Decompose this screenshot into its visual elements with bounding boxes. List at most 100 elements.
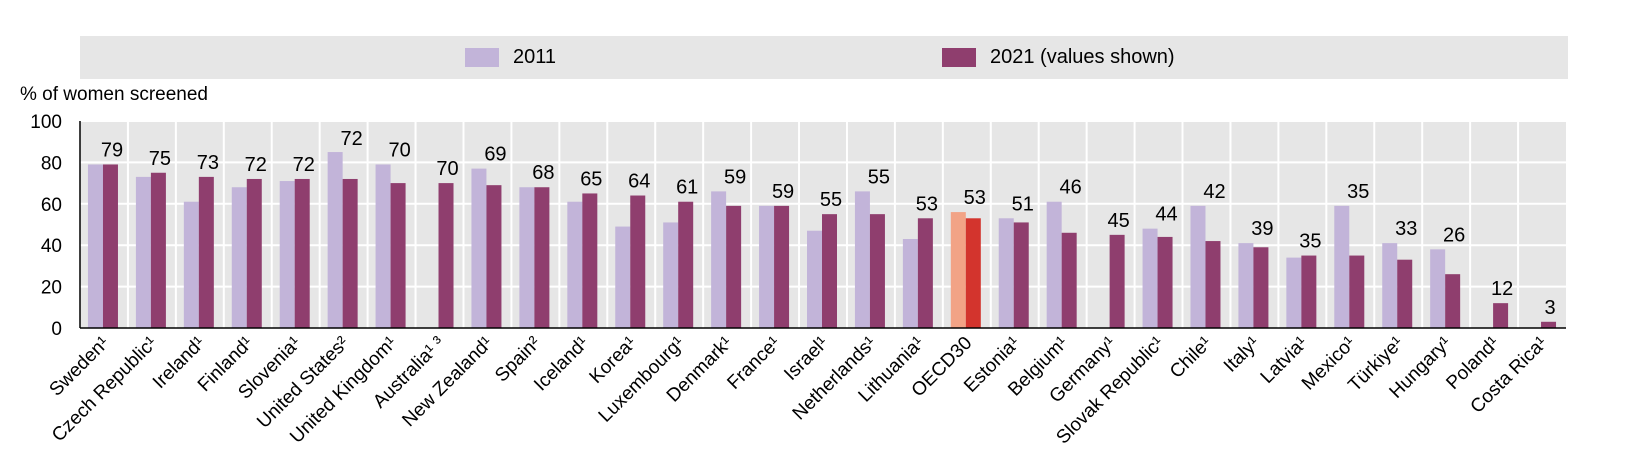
bar-2021 [917, 218, 933, 328]
bar-2011 [183, 201, 199, 328]
bar-2021 [582, 193, 598, 328]
legend: 2011 2021 (values shown) [80, 36, 1568, 79]
bar-2011 [998, 218, 1014, 328]
bar-2021 [822, 214, 837, 328]
data-label: 65 [580, 168, 602, 190]
bar-2021 [774, 205, 790, 328]
bar-2011 [1430, 249, 1446, 328]
bar-2011 [950, 212, 966, 328]
bar-2011 [1334, 205, 1350, 328]
bar-2021 [1013, 222, 1029, 328]
bar-2021 [726, 205, 742, 328]
data-label: 64 [628, 171, 650, 193]
legend-label-2011: 2011 [513, 46, 557, 68]
bar-2011 [471, 168, 487, 328]
data-label: 42 [1203, 181, 1225, 203]
bar-2011 [663, 222, 679, 328]
bar-2021 [965, 218, 981, 328]
bar-2021 [342, 178, 358, 328]
legend-swatch-2021 [942, 48, 976, 67]
bar-2021 [1541, 321, 1557, 328]
data-label: 33 [1395, 218, 1417, 240]
y-tick-label: 0 [51, 319, 62, 340]
data-label: 39 [1251, 218, 1273, 240]
legend-swatch-2011 [465, 48, 499, 67]
bar-2021 [1397, 259, 1413, 328]
bar-2011 [902, 238, 918, 328]
data-label: 72 [341, 128, 363, 150]
bar-2011 [1046, 201, 1062, 328]
data-label: 70 [436, 158, 458, 180]
bar-2021 [534, 187, 550, 328]
bar-2011 [519, 187, 535, 328]
bar-2021 [102, 164, 118, 328]
data-label: 59 [724, 166, 746, 188]
bar-2011 [87, 164, 103, 328]
bar-2021 [150, 172, 166, 328]
bar-2011 [375, 164, 391, 328]
y-tick-label: 100 [30, 112, 62, 133]
bar-2011 [1382, 243, 1398, 328]
data-label: 73 [197, 152, 219, 174]
bar-2021 [438, 183, 454, 328]
bar-2021 [1109, 234, 1125, 328]
bar-2011 [615, 226, 631, 328]
bar-2021 [198, 176, 214, 328]
bar-2011 [135, 176, 151, 328]
data-label: 69 [484, 144, 506, 166]
data-label: 55 [868, 166, 890, 188]
bar-2021 [1493, 303, 1509, 328]
bar-2011 [759, 205, 775, 328]
data-label: 53 [916, 193, 938, 215]
data-label: 35 [1347, 181, 1369, 203]
bar-2021 [1061, 232, 1077, 328]
legend-item-2011: 2011 [465, 46, 556, 69]
y-axis-title: % of women screened [20, 84, 208, 105]
data-label: 68 [532, 162, 554, 184]
bar-2021 [869, 214, 885, 328]
data-label: 72 [293, 154, 315, 176]
data-label: 55 [820, 189, 842, 211]
data-label: 44 [1155, 204, 1177, 226]
bar-2021 [630, 195, 646, 328]
x-tick-label: Iceland¹ [530, 333, 593, 396]
bar-2011 [567, 201, 583, 328]
bar-2011 [807, 230, 822, 328]
bar-2021 [1349, 255, 1365, 328]
data-label: 53 [964, 187, 986, 209]
bar-2011 [1190, 205, 1206, 328]
data-label: 75 [149, 148, 171, 170]
bar-2011 [279, 181, 295, 328]
bar-2021 [1301, 255, 1317, 328]
bar-2011 [327, 152, 343, 328]
bar-2021 [390, 183, 406, 328]
bar-2011 [854, 191, 870, 328]
data-label: 35 [1299, 231, 1321, 253]
data-label: 3 [1544, 297, 1555, 319]
legend-label-2021: 2021 (values shown) [990, 46, 1175, 68]
x-tick-label: Chile¹ [1166, 333, 1216, 383]
data-label: 26 [1443, 224, 1465, 246]
bar-2021 [1445, 274, 1461, 328]
bar-2021 [1157, 236, 1173, 328]
legend-item-2021: 2021 (values shown) [942, 46, 1175, 69]
x-tick-label: Italy¹ [1220, 333, 1264, 377]
bar-2021 [1205, 241, 1221, 328]
data-label: 12 [1491, 278, 1513, 300]
bar-2021 [294, 178, 310, 328]
data-label: 45 [1107, 210, 1129, 232]
data-label: 51 [1012, 193, 1034, 215]
bar-2011 [711, 191, 727, 328]
y-tick-label: 20 [41, 278, 62, 299]
data-label: 61 [676, 177, 698, 199]
data-label: 79 [101, 139, 123, 161]
data-label: 59 [772, 181, 794, 203]
bar-2021 [246, 178, 262, 328]
data-label: 46 [1060, 177, 1082, 199]
bar-2011 [1286, 257, 1302, 328]
data-label: 72 [245, 154, 267, 176]
bar-2021 [1253, 247, 1269, 328]
x-tick-label: France¹ [723, 333, 784, 394]
bar-2021 [678, 201, 694, 328]
